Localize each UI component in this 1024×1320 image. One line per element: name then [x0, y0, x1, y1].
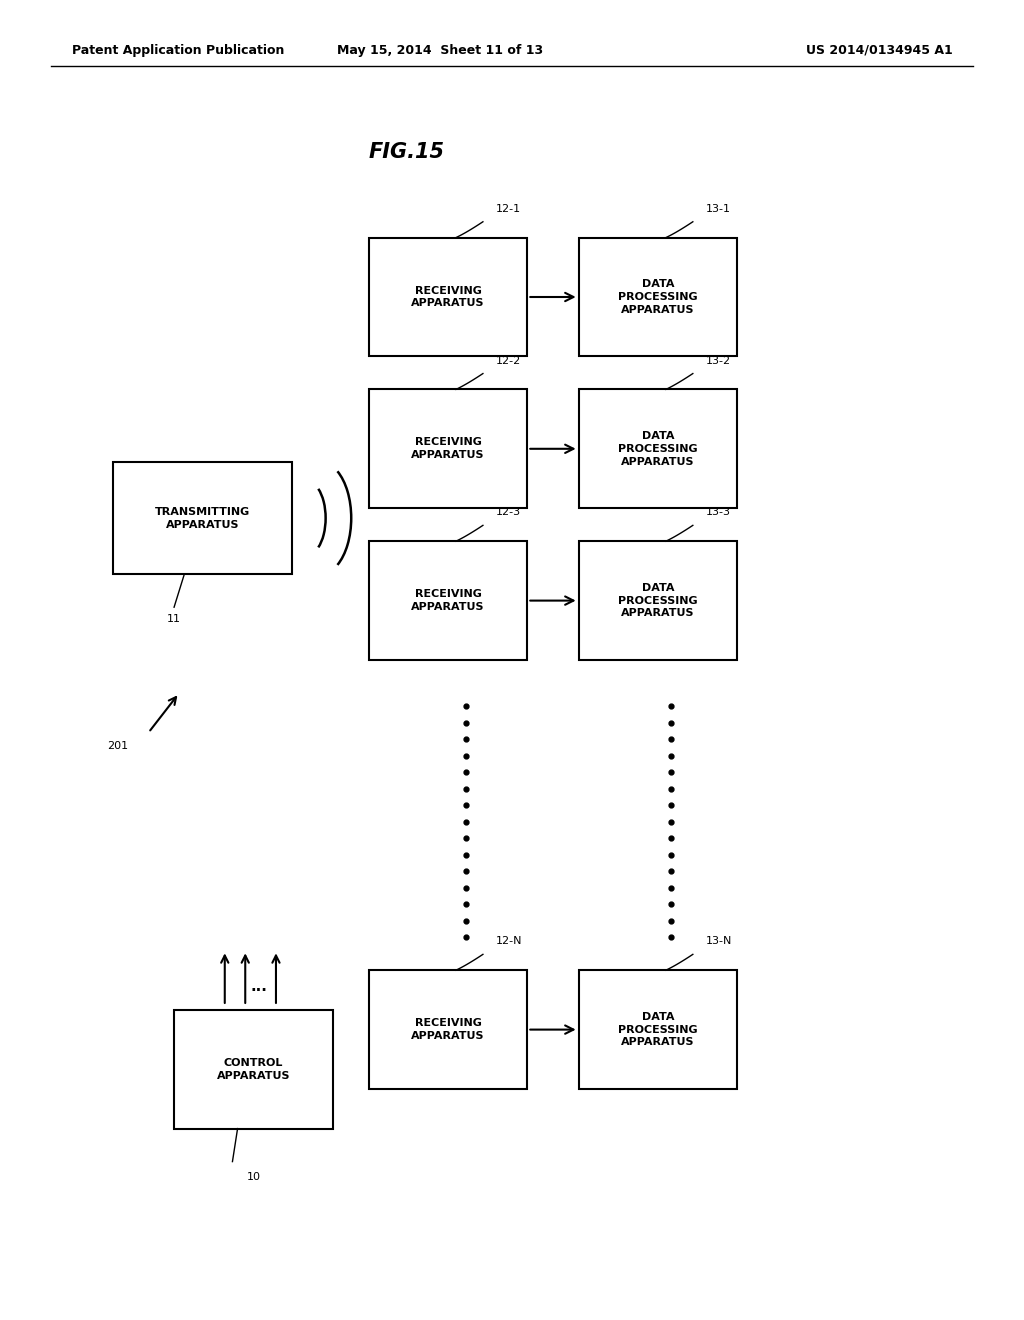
Bar: [369, 238, 527, 356]
Text: 201: 201: [108, 741, 129, 751]
Text: 13-2: 13-2: [706, 355, 731, 366]
Bar: [113, 462, 292, 574]
Text: 12-N: 12-N: [496, 936, 522, 946]
Text: DATA
PROCESSING
APPARATUS: DATA PROCESSING APPARATUS: [618, 432, 697, 466]
Text: 13-N: 13-N: [706, 936, 732, 946]
Bar: [579, 238, 737, 356]
Bar: [369, 389, 527, 508]
Text: May 15, 2014  Sheet 11 of 13: May 15, 2014 Sheet 11 of 13: [337, 44, 544, 57]
Text: RECEIVING
APPARATUS: RECEIVING APPARATUS: [412, 285, 484, 309]
Bar: [579, 970, 737, 1089]
Bar: [579, 389, 737, 508]
Text: TRANSMITTING
APPARATUS: TRANSMITTING APPARATUS: [155, 507, 250, 529]
Text: DATA
PROCESSING
APPARATUS: DATA PROCESSING APPARATUS: [618, 280, 697, 314]
Bar: [579, 541, 737, 660]
Text: 10: 10: [247, 1172, 260, 1183]
Bar: [369, 970, 527, 1089]
Text: 12-1: 12-1: [496, 203, 521, 214]
Text: DATA
PROCESSING
APPARATUS: DATA PROCESSING APPARATUS: [618, 583, 697, 618]
Text: 11: 11: [167, 614, 181, 624]
Text: 13-3: 13-3: [706, 507, 730, 517]
Text: 13-1: 13-1: [706, 203, 730, 214]
Text: ...: ...: [250, 978, 267, 994]
Text: DATA
PROCESSING
APPARATUS: DATA PROCESSING APPARATUS: [618, 1012, 697, 1047]
Text: Patent Application Publication: Patent Application Publication: [72, 44, 284, 57]
Text: RECEIVING
APPARATUS: RECEIVING APPARATUS: [412, 1018, 484, 1041]
Text: CONTROL
APPARATUS: CONTROL APPARATUS: [217, 1057, 290, 1081]
Text: US 2014/0134945 A1: US 2014/0134945 A1: [806, 44, 952, 57]
Bar: [369, 541, 527, 660]
Text: RECEIVING
APPARATUS: RECEIVING APPARATUS: [412, 437, 484, 461]
Bar: [174, 1010, 333, 1129]
Text: RECEIVING
APPARATUS: RECEIVING APPARATUS: [412, 589, 484, 612]
Text: 12-2: 12-2: [496, 355, 521, 366]
Text: 12-3: 12-3: [496, 507, 521, 517]
Text: FIG.15: FIG.15: [369, 141, 444, 162]
